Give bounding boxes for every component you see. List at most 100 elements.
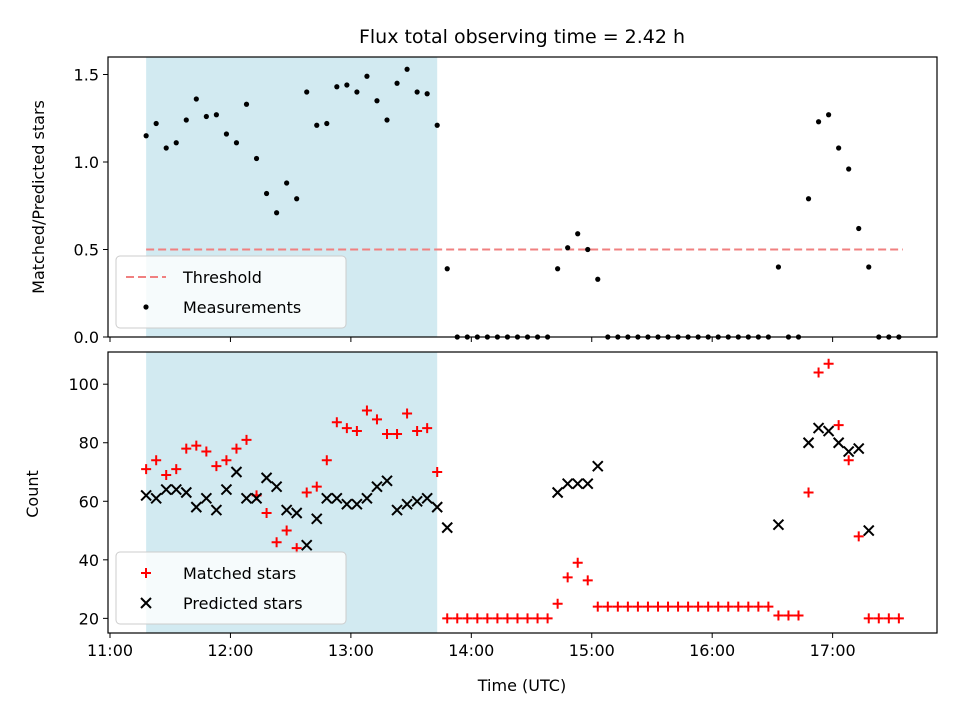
chart-title: Flux total observing time = 2.42 h [359, 26, 685, 48]
matched-star-point [161, 469, 172, 480]
matched-star-point [773, 610, 784, 621]
matched-star-point [642, 601, 653, 612]
matched-star-point [783, 610, 794, 621]
matched-star-point [582, 575, 593, 586]
matched-star-point [301, 487, 312, 498]
measurement-point [263, 190, 270, 197]
matched-star-point [512, 613, 523, 624]
measurement-point [836, 145, 842, 151]
matched-star-point [181, 443, 192, 454]
matched-star-point [713, 601, 724, 612]
matched-star-point [652, 601, 663, 612]
legend-label: Threshold [182, 268, 262, 287]
measurement-point [213, 112, 219, 118]
legend-label: Predicted stars [183, 594, 303, 613]
measurement-point [805, 196, 812, 202]
measurement-point [203, 113, 209, 120]
measurement-point [404, 66, 410, 72]
matched-star-point [271, 537, 282, 548]
matched-star-point [311, 481, 322, 492]
predicted-star-point [401, 498, 413, 510]
x-tick-label: 15:00 [569, 641, 615, 660]
matched-star-point [703, 601, 714, 612]
predicted-star-point [190, 501, 203, 513]
matched-star-point [191, 440, 202, 451]
predicted-star-point [842, 445, 855, 458]
matched-star-point [281, 525, 292, 536]
matched-star-point [412, 426, 423, 437]
matched-star-point [221, 455, 232, 466]
measurement-point [815, 119, 822, 125]
measurement-point [444, 266, 450, 272]
matched-star-point [151, 455, 162, 466]
measurement-point [183, 117, 189, 123]
matched-star-point [331, 417, 342, 428]
predicted-star-point [371, 480, 383, 493]
matched-star-point [803, 487, 814, 498]
predicted-star-point [411, 495, 423, 507]
matched-star-point [321, 455, 332, 466]
predicted-star-point [822, 425, 835, 437]
legend-predicted-swatch [140, 597, 152, 609]
predicted-star-point [802, 437, 815, 449]
predicted-star-point [240, 492, 253, 505]
predicted-star-point [561, 478, 574, 490]
legend-matched-swatch [141, 568, 151, 578]
matched-star-point [432, 467, 443, 478]
measurement-point [304, 89, 310, 95]
matched-star-point [201, 446, 212, 457]
predicted-star-point [180, 486, 192, 499]
matched-star-point [452, 613, 463, 624]
matched-star-point [361, 405, 372, 416]
measurement-point [324, 120, 330, 127]
y-tick-label: 40 [79, 551, 99, 570]
predicted-star-point [361, 492, 373, 505]
matched-star-point [763, 601, 774, 612]
legend-label: Matched stars [183, 564, 296, 583]
matched-star-point [853, 531, 864, 542]
predicted-star-point [421, 492, 433, 505]
measurement-point [193, 96, 199, 102]
predicted-star-point [381, 475, 393, 487]
measurement-point [374, 98, 380, 104]
predicted-star-point [160, 483, 172, 496]
y-tick-label: 20 [79, 609, 99, 628]
measurement-point [284, 180, 290, 186]
matched-star-point [683, 601, 694, 612]
matched-star-point [733, 601, 744, 612]
matched-star-point [883, 613, 894, 624]
predicted-star-point [391, 504, 403, 516]
measurement-point [846, 166, 852, 172]
x-tick-label: 16:00 [689, 641, 735, 660]
predicted-star-point [551, 486, 564, 499]
matched-star-point [542, 613, 553, 624]
predicted-star-point [290, 507, 303, 519]
predicted-star-point [210, 504, 223, 516]
predicted-star-point [150, 492, 162, 505]
measurement-point [826, 112, 832, 118]
top-panel: 0.0 0.5 1.0 1.5 Matched/Predicted stars Thr… [29, 56, 938, 347]
predicted-star-point [270, 480, 283, 493]
matched-star-point [462, 613, 473, 624]
predicted-star-point [812, 422, 825, 434]
predicted-star-point [321, 492, 333, 505]
predicted-star-point [170, 483, 182, 496]
matched-star-point [693, 601, 704, 612]
matched-star-point [843, 455, 854, 466]
legend-label: Measurements [183, 298, 301, 317]
matched-star-point [341, 423, 352, 434]
measurement-point [856, 225, 862, 232]
measurement-point [364, 73, 370, 79]
matched-star-point [211, 461, 222, 472]
matched-star-point [231, 443, 242, 454]
legend-box [115, 551, 347, 625]
measurement-point [775, 264, 782, 270]
matched-star-point [562, 572, 573, 583]
matched-star-point [663, 601, 674, 612]
matched-star-point [382, 428, 393, 439]
predicted-star-point [140, 489, 152, 502]
matched-star-point [833, 420, 844, 431]
predicted-star-point [351, 498, 363, 510]
predicted-star-point [431, 501, 443, 513]
